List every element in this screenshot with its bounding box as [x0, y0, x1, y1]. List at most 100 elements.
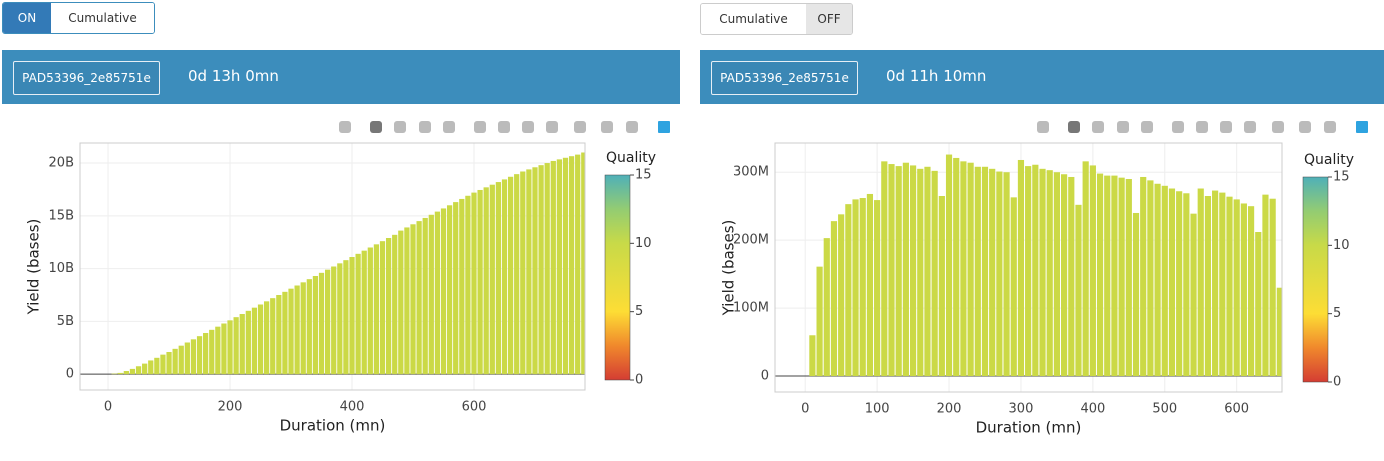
- modebar-button[interactable]: [498, 121, 510, 133]
- bar: [838, 214, 845, 377]
- toggle-on[interactable]: ON: [3, 3, 51, 33]
- modebar-button[interactable]: [574, 121, 586, 133]
- bar: [1104, 175, 1111, 377]
- y-tick-label: 15B: [49, 208, 74, 223]
- bar: [416, 221, 422, 375]
- bar: [428, 214, 434, 375]
- bar: [312, 276, 319, 375]
- x-tick-label: 200: [218, 400, 243, 415]
- x-tick-label: 600: [462, 400, 487, 415]
- modebar-button[interactable]: [601, 121, 613, 133]
- colorbar-tick-label: 10: [1333, 238, 1350, 253]
- bar: [852, 199, 859, 377]
- modebar-button[interactable]: [626, 121, 638, 133]
- bar: [422, 217, 428, 375]
- colorbar-tick-label: 10: [635, 236, 652, 251]
- toggle-label[interactable]: Cumulative: [701, 4, 806, 34]
- modebar-button[interactable]: [443, 121, 455, 133]
- bar: [264, 301, 270, 375]
- modebar-button[interactable]: [522, 121, 534, 133]
- bar: [1197, 188, 1204, 377]
- modebar-button[interactable]: [1141, 121, 1153, 133]
- toggle[interactable]: Cumulative OFF: [700, 3, 853, 35]
- modebar-button[interactable]: [1068, 121, 1080, 133]
- bar: [245, 310, 251, 375]
- bar: [1082, 161, 1089, 377]
- bar: [1168, 188, 1176, 377]
- bar: [288, 288, 294, 375]
- modebar-button[interactable]: [1220, 121, 1232, 133]
- bar: [823, 238, 830, 377]
- bar: [404, 227, 410, 375]
- bar: [117, 372, 123, 375]
- x-tick-label: 100: [865, 402, 890, 417]
- modebar-button[interactable]: [339, 121, 351, 133]
- bar: [1219, 192, 1226, 377]
- x-tick-label: 400: [340, 400, 365, 415]
- x-axis-title: Duration (mn): [976, 419, 1082, 437]
- bar: [1118, 177, 1125, 377]
- colorbar-tick-label: 5: [1333, 306, 1341, 321]
- bar: [166, 352, 172, 375]
- modebar-button[interactable]: [1037, 121, 1049, 133]
- bar: [859, 198, 866, 377]
- x-tick-label: 300: [1009, 402, 1034, 417]
- bar: [367, 247, 373, 375]
- modebar-button[interactable]: [1092, 121, 1104, 133]
- bar: [902, 162, 909, 377]
- modebar-button[interactable]: [1299, 121, 1311, 133]
- modebar-button[interactable]: [1172, 121, 1184, 133]
- bar: [209, 329, 215, 375]
- bar: [1204, 195, 1212, 377]
- bar: [184, 342, 190, 375]
- toggle-off[interactable]: OFF: [806, 4, 852, 34]
- bar: [123, 371, 129, 375]
- y-axis-title: Yield (bases): [720, 220, 738, 317]
- modebar-button[interactable]: [1117, 121, 1129, 133]
- modebar-button[interactable]: [1244, 121, 1256, 133]
- bar: [1161, 185, 1168, 377]
- modebar-button[interactable]: [658, 121, 670, 133]
- modebar-button[interactable]: [1272, 121, 1284, 133]
- bar: [1262, 194, 1269, 377]
- toggle[interactable]: ON Cumulative: [2, 2, 155, 34]
- bar: [1039, 168, 1046, 377]
- bar: [440, 208, 447, 375]
- run-button[interactable]: PAD53396_2e85751e: [13, 61, 160, 95]
- bar: [160, 354, 166, 375]
- bar: [1140, 176, 1147, 377]
- y-tick-label: 100M: [733, 301, 769, 316]
- modebar-button[interactable]: [394, 121, 406, 133]
- bar: [282, 291, 288, 375]
- bar: [196, 336, 203, 375]
- x-axis-title: Duration (mn): [280, 417, 386, 435]
- bar: [1269, 198, 1276, 377]
- bar: [1154, 183, 1161, 377]
- bar: [483, 187, 489, 375]
- bar: [1276, 287, 1282, 377]
- x-tick-label: 0: [801, 402, 809, 417]
- modebar-button[interactable]: [1356, 121, 1368, 133]
- bar: [349, 257, 355, 375]
- bar: [1025, 166, 1032, 377]
- bar: [1240, 203, 1247, 377]
- modebar-button[interactable]: [1324, 121, 1336, 133]
- modebar-button[interactable]: [419, 121, 431, 133]
- toggle-label[interactable]: Cumulative: [51, 3, 154, 33]
- bar: [355, 253, 361, 375]
- modebar-button[interactable]: [370, 121, 382, 133]
- modebar-button[interactable]: [546, 121, 558, 133]
- modebar-button[interactable]: [1196, 121, 1208, 133]
- x-tick-label: 400: [1080, 402, 1105, 417]
- modebar-button[interactable]: [474, 121, 486, 133]
- bar: [306, 279, 312, 375]
- bar: [294, 285, 300, 375]
- x-tick-label: 0: [104, 400, 112, 415]
- header: PAD53396_2e85751e 0d 13h 0mn: [2, 50, 680, 104]
- bar: [300, 282, 306, 375]
- bar: [1190, 213, 1197, 377]
- bar: [526, 169, 532, 375]
- run-button[interactable]: PAD53396_2e85751e: [711, 61, 858, 95]
- bar: [909, 165, 917, 377]
- bar: [373, 244, 380, 375]
